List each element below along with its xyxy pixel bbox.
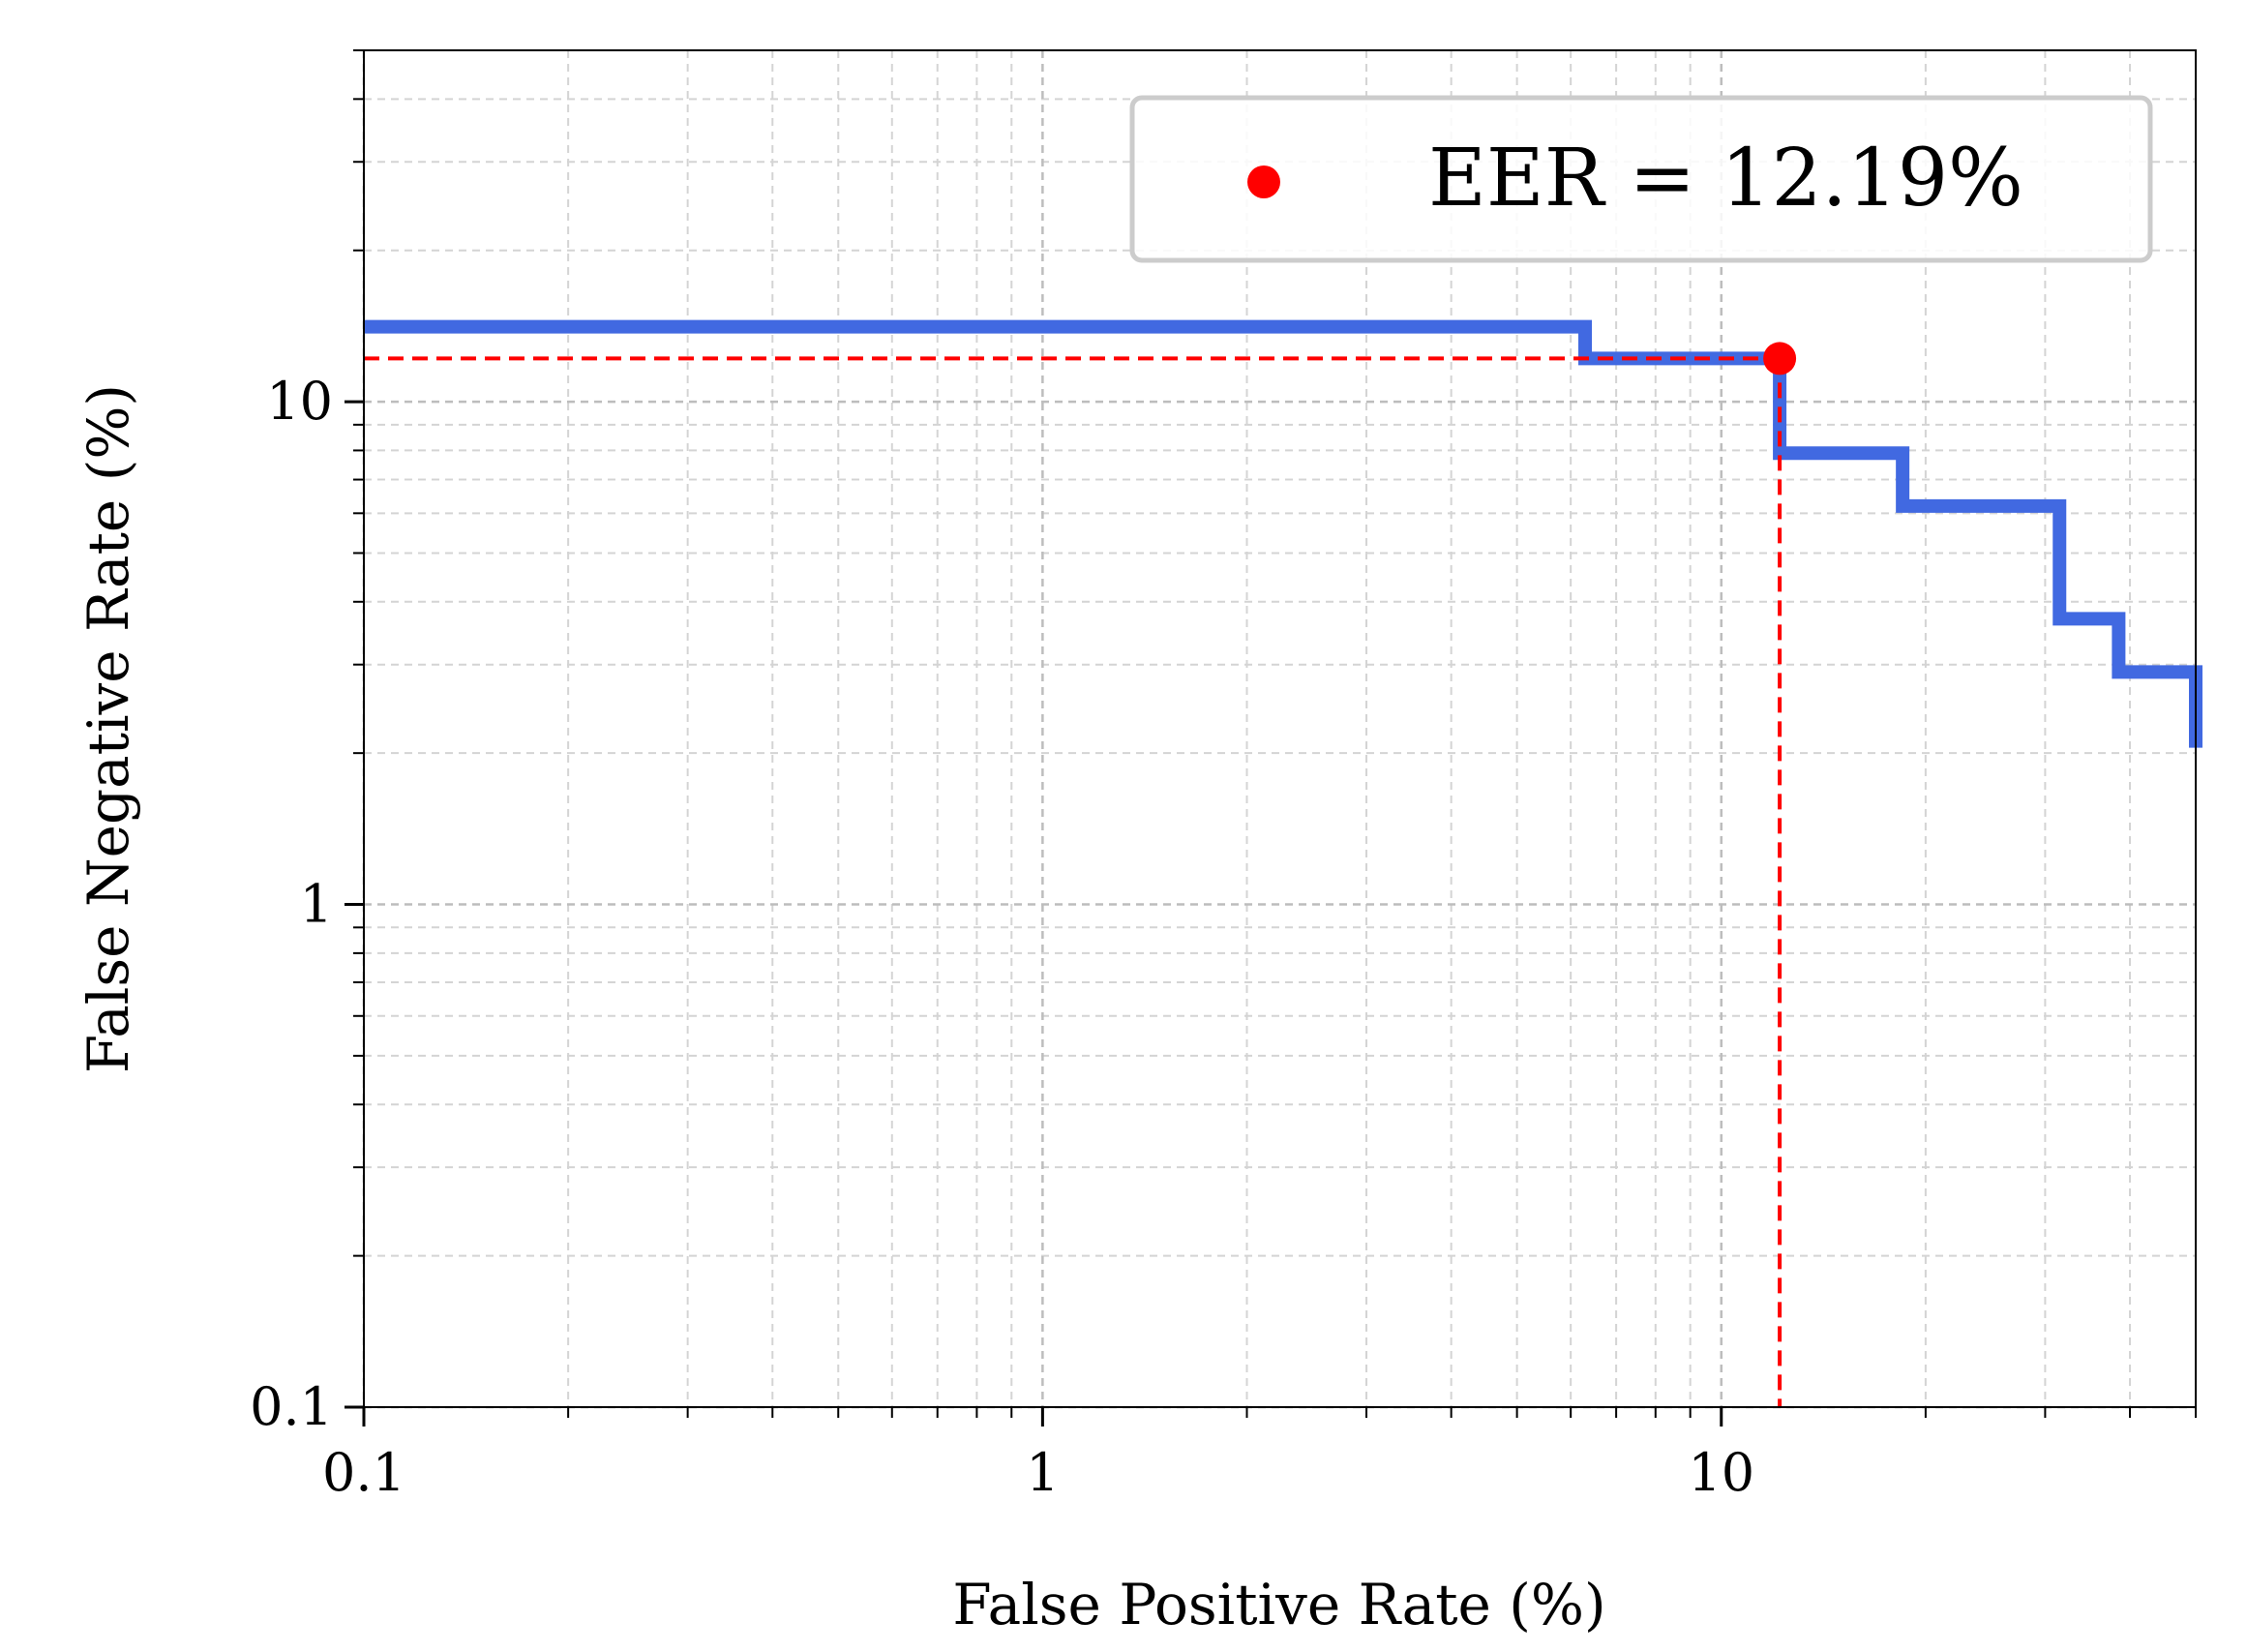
ticks-layer: 0.1 1 10 0.1 1 10: [250, 49, 2197, 1503]
x-tick-label: 10: [1688, 1442, 1754, 1503]
legend: EER = 12.19%: [1129, 95, 2153, 263]
y-tick-label: 10: [266, 371, 333, 432]
x-axis-label: False Positive Rate (%): [952, 1572, 1605, 1637]
x-tick-label: 0.1: [322, 1442, 405, 1503]
x-tick-label: 1: [1026, 1442, 1059, 1503]
y-axis-label: False Negative Rate (%): [75, 384, 141, 1073]
y-tick-label: 1: [300, 874, 333, 935]
eer-layer: [364, 342, 1797, 1407]
legend-eer-marker: [1247, 165, 1280, 198]
plot-frame: [363, 49, 2197, 1408]
eer-point: [1763, 342, 1797, 375]
y-tick-label: 0.1: [250, 1376, 333, 1437]
legend-eer-label: EER = 12.19%: [1428, 133, 2023, 225]
legend-box: [1129, 95, 2153, 263]
